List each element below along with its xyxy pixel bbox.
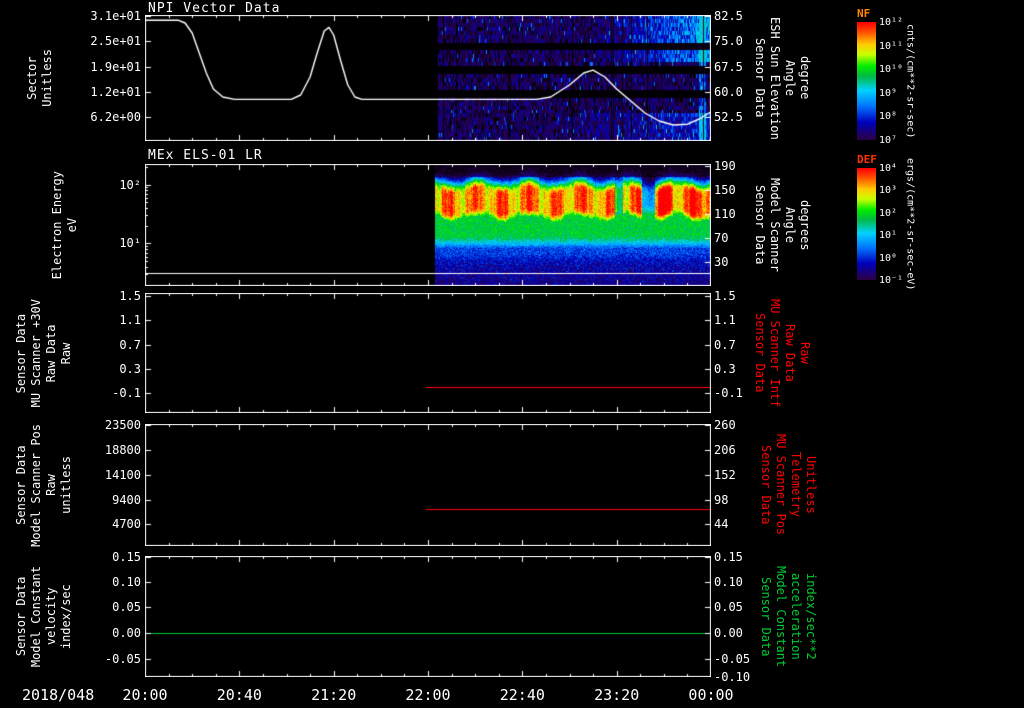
y-axis-tick-label: -0.05 — [714, 651, 751, 666]
y-axis-tick-label: 0.3 — [119, 361, 141, 376]
y-axis-tick-label: -0.1 — [714, 385, 743, 400]
y-axis-tick-label: 14100 — [104, 467, 141, 482]
y-axis-tick-label: 152 — [714, 467, 736, 482]
colorbar-0-unit-text: cnts/(cm**2-sr-sec) — [904, 23, 916, 139]
panel2-right-axis-label: Sensor Data Model Scanner Angle degrees — [750, 164, 814, 286]
y-axis-tick-label: 4700 — [112, 517, 141, 532]
y-axis-tick-label: 3.1e+01 — [90, 9, 141, 24]
colorbar-1-title: DEF — [857, 153, 877, 166]
y-axis-tick-label: -0.1 — [112, 385, 141, 400]
y-axis-tick-label: 0.7 — [119, 337, 141, 352]
y-axis-tick-label: 82.5 — [714, 9, 743, 24]
y-axis-tick-label: 10¹ — [119, 236, 141, 251]
y-axis-tick-label: 9400 — [112, 492, 141, 507]
panel1-title: NPI Vector Data — [148, 1, 281, 16]
y-axis-tick-label: 18800 — [104, 443, 141, 458]
y-axis-tick-label: 150 — [714, 183, 736, 198]
y-axis-tick-label: 0.00 — [112, 625, 141, 640]
x-axis-tick-label: 23:20 — [594, 686, 640, 704]
panel5-right-axis-label: Sensor Data Model Constant acceleration … — [756, 556, 820, 677]
nf-colorbar — [857, 22, 876, 140]
y-axis-tick-label: -0.10 — [714, 670, 751, 684]
y-axis-tick-label: 110 — [714, 207, 736, 222]
y-axis-tick-label: 0.05 — [714, 600, 743, 615]
colorbar-tick-label: 10⁴ — [879, 163, 898, 174]
els-energy-spectrogram-plot — [145, 164, 711, 286]
x-axis-tick-label: 20:40 — [216, 686, 262, 704]
x-axis-tick-label: 21:20 — [311, 686, 357, 704]
colorbar-tick-label: 10² — [879, 207, 898, 219]
y-axis-tick-label: 10² — [119, 177, 141, 192]
y-axis-tick-label: 260 — [714, 418, 736, 433]
y-axis-tick-label: 1.5 — [119, 289, 141, 303]
colorbar-1-unit-text: ergs/(cm**2-sr-sec-eV) — [904, 157, 916, 291]
panel1-right-axis-label: Sensor Data ESH Sun Elevation Angle degr… — [750, 15, 814, 141]
y-axis-tick-label: 70 — [714, 230, 729, 245]
x-axis-tick-label: 20:00 — [122, 686, 168, 704]
y-axis-tick-label: 6.2e+00 — [90, 110, 141, 125]
colorbar-tick-label: 10⁷ — [879, 135, 898, 146]
colorbar-tick-label: 10¹⁰ — [879, 64, 904, 76]
y-axis-tick-label: 0.15 — [714, 549, 743, 564]
y-axis-tick-label: 0.10 — [714, 575, 743, 590]
panel1-left-axis-label: Sector Unitless — [20, 15, 60, 141]
panel1-left-axis-label-text: Sector Unitless — [25, 49, 54, 107]
panel2-title: MEx ELS-01 LR — [148, 148, 263, 163]
panel4-right-axis-label-text: Sensor Data MU Scanner Pos Telemetry Uni… — [759, 434, 818, 536]
mu-scanner-raw-plot — [145, 293, 711, 413]
y-axis-tick-label: 1.5 — [714, 289, 736, 303]
model-constant-velocity-plot — [145, 556, 711, 677]
y-axis-tick-label: 0.15 — [112, 549, 141, 564]
colorbar-0-unit: cnts/(cm**2-sr-sec) — [898, 15, 922, 147]
x-axis-date-label: 2018/048 — [22, 686, 95, 704]
colorbar-1-unit: ergs/(cm**2-sr-sec-eV) — [898, 158, 922, 290]
colorbar-tick-label: 10⁹ — [879, 87, 898, 99]
y-axis-tick-label: 30 — [714, 254, 729, 269]
y-axis-tick-label: 0.3 — [714, 361, 736, 376]
colorbar-0-title: NF — [857, 7, 871, 20]
panel5-right-axis-label-text: Sensor Data Model Constant acceleration … — [759, 565, 818, 668]
y-axis-tick-label: -0.05 — [104, 651, 141, 666]
panel3-right-axis-label-text: Sensor Data MU Scanner Intf Raw Data Raw — [753, 298, 812, 408]
y-axis-tick-label: 44 — [714, 517, 729, 532]
y-axis-tick-label: 1.2e+01 — [90, 84, 141, 99]
y-axis-tick-label: 67.5 — [714, 59, 743, 74]
panel4-right-axis-label: Sensor Data MU Scanner Pos Telemetry Uni… — [756, 424, 820, 546]
y-axis-tick-label: 0.05 — [112, 600, 141, 615]
colorbar-tick-label: 10⁰ — [879, 252, 898, 264]
y-axis-tick-label: 1.1 — [714, 313, 736, 328]
panel1-right-axis-label-text: Sensor Data ESH Sun Elevation Angle degr… — [753, 16, 812, 140]
y-axis-tick-label: 23500 — [104, 418, 141, 433]
x-axis-tick-label: 22:00 — [405, 686, 451, 704]
y-axis-tick-label: 60.0 — [714, 84, 743, 99]
y-axis-tick-label: 0.10 — [112, 575, 141, 590]
x-axis-tick-label: 00:00 — [688, 686, 734, 704]
colorbar-tick-label: 10⁸ — [879, 111, 898, 123]
y-axis-tick-label: 1.1 — [119, 313, 141, 328]
y-axis-tick-label: 0.00 — [714, 625, 743, 640]
panel2-right-axis-label-text: Sensor Data Model Scanner Angle degrees — [753, 178, 812, 272]
x-axis-tick-label: 22:40 — [499, 686, 545, 704]
y-axis-tick-label: 2.5e+01 — [90, 34, 141, 49]
panel3-right-axis-label: Sensor Data MU Scanner Intf Raw Data Raw — [750, 293, 814, 413]
y-axis-tick-label: 0.7 — [714, 337, 736, 352]
colorbar-tick-label: 10⁻¹ — [879, 275, 904, 286]
npi-sector-spectrogram-plot — [145, 15, 711, 141]
colorbar-tick-label: 10³ — [879, 185, 898, 197]
y-axis-tick-label: 98 — [714, 492, 729, 507]
y-axis-tick-label: 190 — [714, 159, 736, 174]
colorbar-tick-label: 10¹¹ — [879, 40, 904, 52]
y-axis-tick-label: 1.9e+01 — [90, 59, 141, 74]
colorbar-tick-label: 10¹² — [879, 17, 904, 28]
y-axis-tick-label: 52.5 — [714, 110, 743, 125]
colorbar-tick-label: 10¹ — [879, 230, 898, 242]
y-axis-tick-label: 75.0 — [714, 34, 743, 49]
y-axis-tick-label: 206 — [714, 443, 736, 458]
model-scanner-pos-plot — [145, 424, 711, 546]
def-colorbar — [857, 168, 876, 280]
